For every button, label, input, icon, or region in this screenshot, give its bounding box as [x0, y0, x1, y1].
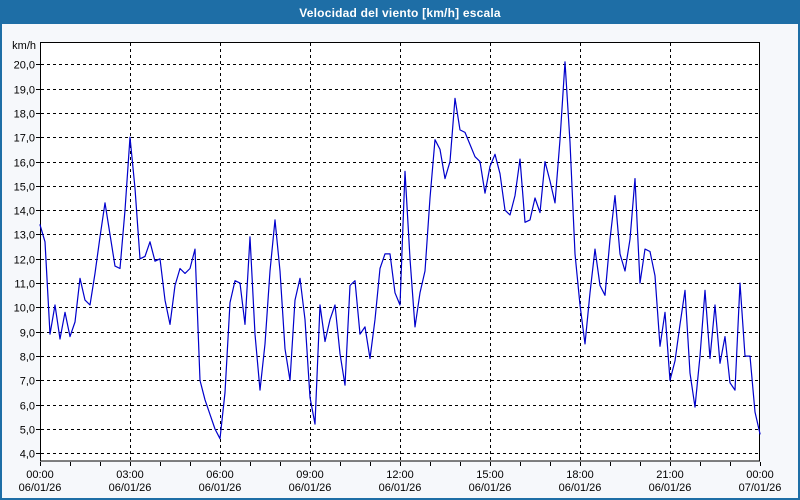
- window-titlebar: Velocidad del viento [km/h] escala: [2, 2, 798, 24]
- y-tick-label: 20,0: [14, 60, 35, 72]
- y-tick-label: 9,0: [20, 328, 35, 340]
- y-tick-label: 19,0: [14, 85, 35, 97]
- wind-speed-chart: 4,0 5,0 6,0 7,0 8,0 9,0 10,0 11,0 12,0 13,0 14,0 15…: [12, 40, 782, 494]
- x-tick-date-label: 06/01/26: [19, 482, 62, 494]
- x-tick-date-label: 06/01/26: [109, 482, 152, 494]
- y-tick-label: 16,0: [14, 158, 35, 170]
- y-tick-label: 6,0: [20, 401, 35, 413]
- x-tick-time-label: 12:00: [386, 469, 414, 481]
- x-tick-time-label: 03:00: [116, 469, 144, 481]
- y-tick-label: 10,0: [14, 303, 35, 315]
- x-tick-date-label: 06/01/26: [379, 482, 422, 494]
- axis-ticks: [36, 64, 761, 466]
- y-tick-label: 12,0: [14, 255, 35, 267]
- window-title: Velocidad del viento [km/h] escala: [299, 6, 501, 20]
- y-tick-label: 7,0: [20, 376, 35, 388]
- y-tick-label: 18,0: [14, 109, 35, 121]
- x-tick-date-label: 06/01/26: [649, 482, 692, 494]
- x-tick-labels: 00:0006/01/2603:0006/01/2606:0006/01/260…: [19, 469, 782, 494]
- y-tick-label: 15,0: [14, 182, 35, 194]
- y-tick-label: 11,0: [14, 279, 35, 291]
- x-tick-time-label: 18:00: [566, 469, 594, 481]
- wind-speed-line: [39, 61, 761, 440]
- x-tick-date-label: 06/01/26: [289, 482, 332, 494]
- y-tick-label: 8,0: [20, 352, 35, 364]
- x-tick-time-label: 15:00: [476, 469, 504, 481]
- x-tick-date-label: 06/01/26: [559, 482, 602, 494]
- y-tick-label: 5,0: [20, 425, 35, 437]
- x-tick-time-label: 06:00: [206, 469, 234, 481]
- y-tick-label: 17,0: [14, 133, 35, 145]
- x-tick-time-label: 00:00: [26, 469, 54, 481]
- y-tick-label: 4,0: [20, 449, 35, 461]
- x-tick-date-label: 07/01/26: [739, 482, 782, 494]
- x-tick-time-label: 00:00: [746, 469, 774, 481]
- x-tick-time-label: 09:00: [296, 469, 324, 481]
- x-tick-date-label: 06/01/26: [199, 482, 242, 494]
- x-tick-date-label: 06/01/26: [469, 482, 512, 494]
- x-tick-time-label: 21:00: [656, 469, 684, 481]
- y-axis-unit-label: km/h: [12, 40, 36, 52]
- y-tick-label: 14,0: [14, 206, 35, 218]
- y-tick-label: 13,0: [14, 230, 35, 242]
- y-tick-labels: 4,0 5,0 6,0 7,0 8,0 9,0 10,0 11,0 12,0 13,0 14,0 15…: [14, 60, 35, 461]
